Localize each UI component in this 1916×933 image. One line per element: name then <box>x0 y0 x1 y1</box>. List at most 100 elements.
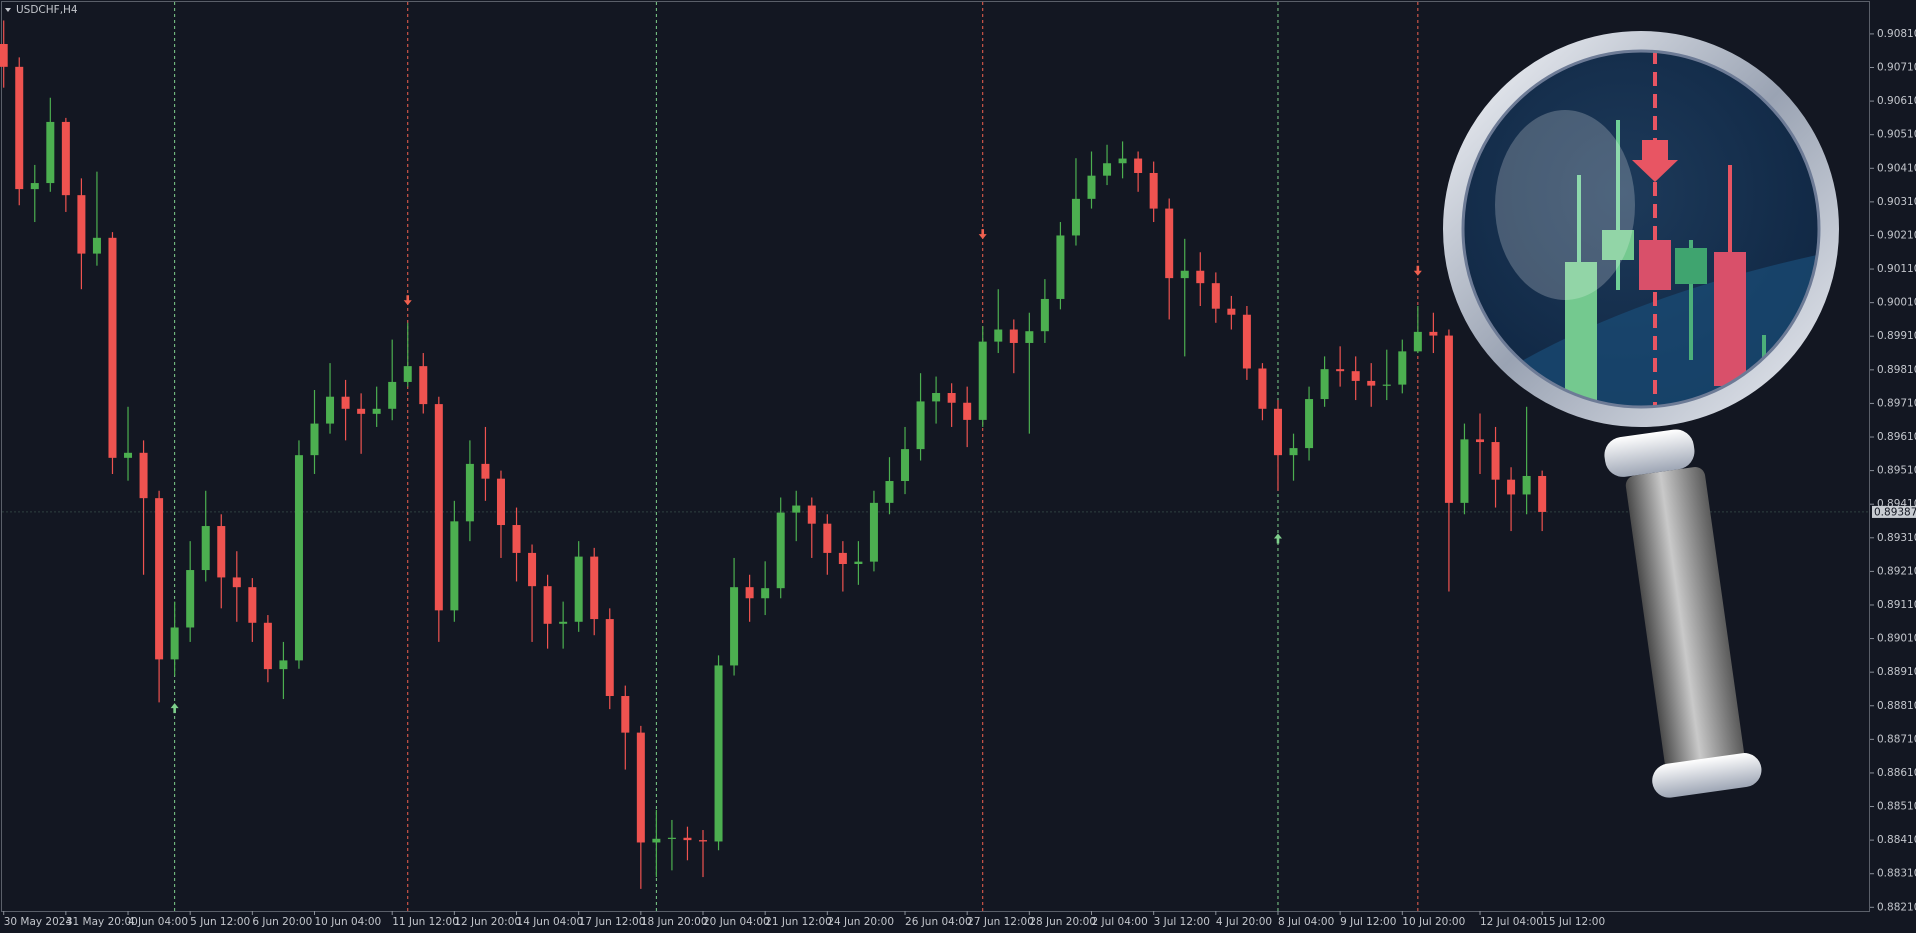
x-tick-label: 30 May 2024 <box>4 916 73 928</box>
candle-body <box>1413 331 1422 352</box>
candle-body <box>1118 158 1127 164</box>
candle-body <box>1258 368 1267 409</box>
signal-arrow <box>1413 265 1422 276</box>
candle-body <box>667 837 676 839</box>
candle-body <box>916 401 925 450</box>
candle-body <box>699 840 707 842</box>
x-tick-label: 15 Jul 12:00 <box>1542 916 1605 928</box>
candle-body <box>1336 369 1345 372</box>
candle-body <box>636 732 645 843</box>
last-price-box <box>1872 505 1916 518</box>
candle-body <box>963 402 972 420</box>
x-tick-label: 18 Jun 20:00 <box>641 916 708 928</box>
x-tick-label: 12 Jul 04:00 <box>1480 916 1543 928</box>
candle-body <box>792 505 801 513</box>
candle-body <box>61 121 70 196</box>
candle-body <box>1180 270 1189 279</box>
candle-body <box>652 838 661 843</box>
candle-body <box>1227 308 1236 315</box>
magnifier <box>1443 31 1839 798</box>
candle-body <box>310 423 319 456</box>
candle-body <box>745 587 754 599</box>
candle-body <box>139 452 148 499</box>
candle-body <box>201 526 210 571</box>
x-tick-label: 20 Jun 04:00 <box>703 916 770 928</box>
candle-body <box>528 552 537 587</box>
lens-candle <box>1639 240 1671 290</box>
handle-cap <box>1652 753 1762 798</box>
candle-body <box>108 237 117 458</box>
lens-arrow <box>1632 140 1678 182</box>
candle-body <box>388 381 397 409</box>
candle-body <box>481 463 490 479</box>
candle-body <box>357 408 366 414</box>
lens-ring <box>1443 31 1839 427</box>
candle-body <box>776 512 785 589</box>
last-price-label: 0.89387 <box>1874 506 1916 518</box>
candle-body <box>1398 351 1407 385</box>
candle-body <box>1429 331 1438 336</box>
candle-body <box>1165 208 1174 279</box>
x-tick-label: 6 Jun 20:00 <box>252 916 312 928</box>
candle-body <box>559 621 568 624</box>
candle-body <box>1273 408 1282 456</box>
candle-body <box>77 195 86 254</box>
x-tick-label: 10 Jun 04:00 <box>315 916 382 928</box>
candle-body <box>1507 479 1516 495</box>
x-tick-label: 28 Jun 20:00 <box>1029 916 1096 928</box>
x-tick-label: 9 Jul 12:00 <box>1340 916 1396 928</box>
candle-body <box>496 478 505 526</box>
candle-body <box>978 341 987 420</box>
candle-body <box>419 366 428 405</box>
candle-body <box>1305 399 1314 449</box>
candle-body <box>1056 235 1065 299</box>
candle-body <box>574 556 583 622</box>
x-tick-label: 31 May 20:00 <box>66 916 138 928</box>
candle-body <box>994 329 1003 342</box>
x-tick-label: 11 Jun 12:00 <box>392 916 459 928</box>
lens-candle <box>1675 248 1707 284</box>
candle-body <box>1367 380 1376 386</box>
candle-body <box>932 393 941 402</box>
x-tick-label: 24 Jun 20:00 <box>827 916 894 928</box>
candle-body <box>186 570 195 628</box>
candle-body <box>869 502 878 562</box>
lens-ring-inner <box>1461 49 1821 409</box>
x-tick-label: 5 Jun 12:00 <box>190 916 250 928</box>
signal-arrow <box>403 295 412 306</box>
candle-body <box>1538 475 1547 512</box>
candle-body <box>1071 198 1080 236</box>
candle-body <box>92 237 101 254</box>
candle-body <box>730 587 739 666</box>
candle-body <box>434 404 443 611</box>
candle-body <box>248 587 257 623</box>
x-tick-label: 21 Jun 12:00 <box>765 916 832 928</box>
x-tick-label: 12 Jun 20:00 <box>454 916 521 928</box>
candle-body <box>1025 331 1034 343</box>
symbol-menu-icon[interactable] <box>5 8 11 12</box>
candle-body <box>1444 335 1453 503</box>
x-tick-label: 8 Jul 04:00 <box>1278 916 1334 928</box>
candle-body <box>885 481 894 503</box>
candle-body <box>0 43 8 67</box>
candle-body <box>1320 369 1329 400</box>
handle-collar <box>1604 429 1695 477</box>
candle-body <box>683 837 692 841</box>
